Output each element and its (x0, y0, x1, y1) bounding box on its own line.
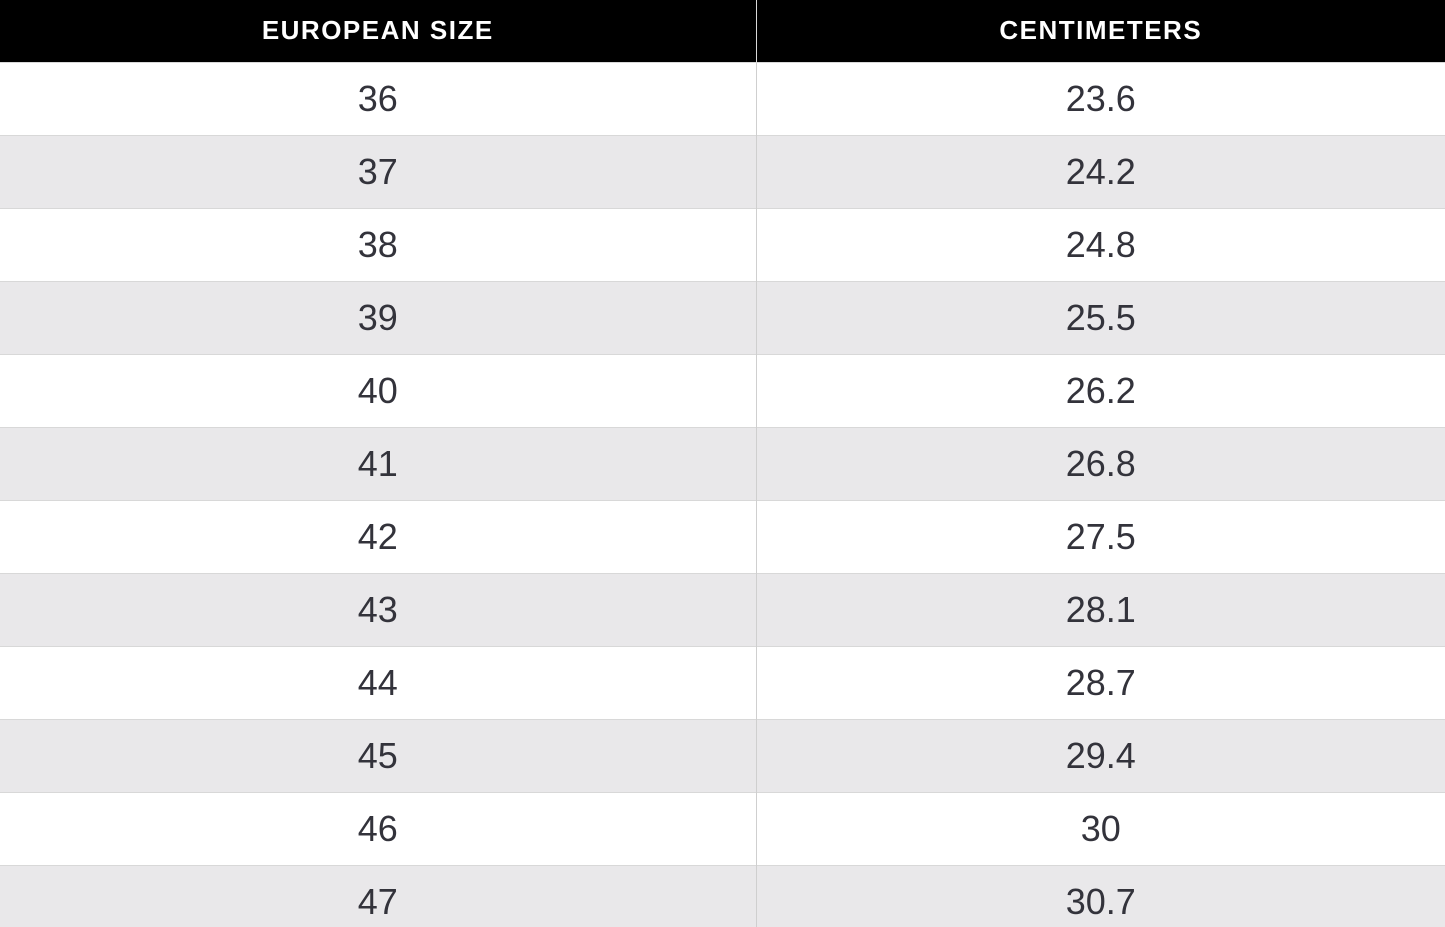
cm-cell: 26.8 (755, 426, 1445, 500)
table-row: 45 29.4 (0, 718, 1445, 792)
size-cell: 37 (0, 134, 756, 208)
size-cell: 40 (0, 353, 756, 427)
cm-cell: 29.4 (755, 718, 1445, 792)
column-header-centimeters: CENTIMETERS (755, 0, 1445, 62)
size-cell: 41 (0, 426, 756, 500)
table-row: 38 24.8 (0, 207, 1445, 281)
cm-cell: 28.7 (755, 645, 1445, 719)
size-cell: 45 (0, 718, 756, 792)
table-row: 43 28.1 (0, 572, 1445, 646)
size-cell: 38 (0, 207, 756, 281)
table-row: 40 26.2 (0, 353, 1445, 427)
size-cell: 39 (0, 280, 756, 354)
cm-cell: 24.8 (755, 207, 1445, 281)
table-row: 41 26.8 (0, 426, 1445, 500)
cm-cell: 25.5 (755, 280, 1445, 354)
table-row: 47 30.7 (0, 864, 1445, 927)
header-row: EUROPEAN SIZE CENTIMETERS (0, 0, 1445, 62)
cm-cell: 27.5 (755, 499, 1445, 573)
size-cell: 43 (0, 572, 756, 646)
cm-cell: 30 (755, 791, 1445, 865)
size-cell: 36 (0, 61, 756, 135)
table-row: 44 28.7 (0, 645, 1445, 719)
table-row: 46 30 (0, 791, 1445, 865)
cm-cell: 26.2 (755, 353, 1445, 427)
table-row: 39 25.5 (0, 280, 1445, 354)
table-row: 37 24.2 (0, 134, 1445, 208)
table-row: 36 23.6 (0, 61, 1445, 135)
column-header-european-size: EUROPEAN SIZE (0, 0, 756, 62)
size-cell: 47 (0, 864, 756, 927)
size-cell: 46 (0, 791, 756, 865)
cm-cell: 24.2 (755, 134, 1445, 208)
cm-cell: 23.6 (755, 61, 1445, 135)
cm-cell: 30.7 (755, 864, 1445, 927)
size-cell: 42 (0, 499, 756, 573)
size-cell: 44 (0, 645, 756, 719)
table-row: 42 27.5 (0, 499, 1445, 573)
cm-cell: 28.1 (755, 572, 1445, 646)
